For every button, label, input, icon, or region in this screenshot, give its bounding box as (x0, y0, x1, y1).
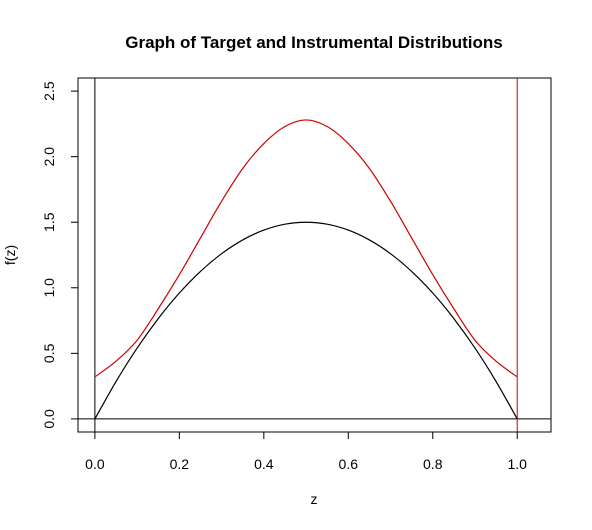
x-tick-label: 0.0 (85, 456, 105, 472)
chart-title: Graph of Target and Instrumental Distrib… (125, 33, 503, 52)
y-axis-label: f(z) (2, 245, 18, 265)
x-tick-label: 1.0 (507, 456, 527, 472)
series-line-0 (94, 221, 518, 420)
x-axis-label: z (311, 491, 318, 507)
reference-lines (78, 78, 551, 432)
y-tick-label: 1.0 (41, 278, 57, 298)
series-line-1 (94, 119, 518, 378)
x-tick-label: 0.4 (254, 456, 274, 472)
y-tick-label: 2.0 (41, 147, 57, 167)
y-axis: 0.0 0.5 1.0 1.5 2.0 2.5 (41, 81, 79, 429)
x-tick-label: 0.8 (423, 456, 443, 472)
x-tick-label: 0.2 (170, 456, 190, 472)
x-axis: 0.0 0.2 0.4 0.6 0.8 1.0 (85, 431, 527, 472)
series-group (94, 119, 518, 420)
y-tick-label: 0.5 (41, 343, 57, 363)
plot-box (77, 77, 552, 433)
x-tick-label: 0.6 (339, 456, 359, 472)
y-tick-label: 2.5 (41, 81, 57, 101)
y-tick-label: 0.0 (41, 409, 57, 429)
y-tick-label: 1.5 (41, 212, 57, 232)
